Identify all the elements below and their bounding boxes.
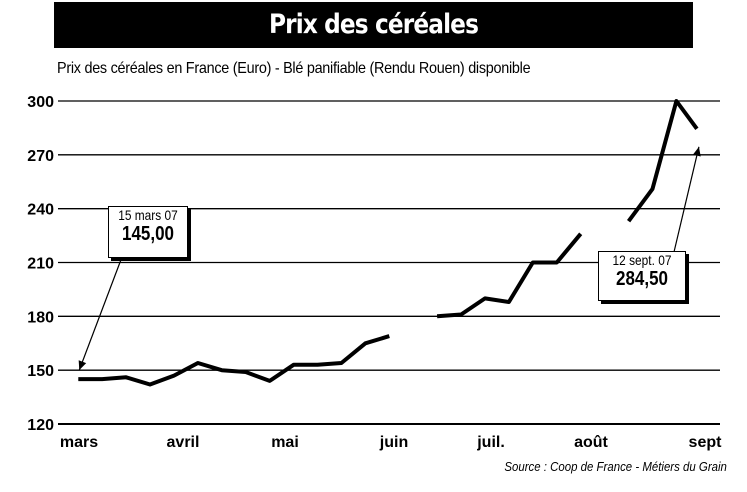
arrow-end-head (692, 146, 701, 157)
x-tick-label: mars (60, 434, 98, 451)
series-line (436, 232, 583, 319)
x-tick-label: mai (271, 434, 299, 451)
callout-end-value: 284,50 (615, 268, 668, 290)
y-tick-label: 180 (27, 309, 54, 326)
annotation-arrows (78, 146, 701, 371)
arrow-end (673, 146, 700, 253)
callout-end-date: 12 sept. 07 (612, 252, 672, 268)
y-tick-label: 240 (27, 202, 54, 219)
x-tick-label: avril (167, 434, 200, 451)
series-line (626, 99, 699, 223)
chart-subtitle: Prix des céréales en France (Euro) - Blé… (57, 60, 531, 77)
x-tick-label: sept (689, 434, 723, 451)
x-tick-label: juil. (476, 434, 505, 451)
callout-end: 12 sept. 07 284,50 (598, 251, 686, 301)
grid-lines (58, 100, 720, 425)
y-tick-label: 150 (27, 363, 54, 380)
arrow-start-head (78, 360, 87, 371)
callout-start-value: 145,00 (121, 223, 174, 245)
y-tick-label: 120 (27, 417, 54, 434)
y-tick-label: 270 (27, 148, 54, 165)
callout-start: 15 mars 07 145,00 (108, 206, 188, 258)
callout-start-date: 15 mars 07 (118, 207, 178, 223)
price-series (78, 99, 699, 387)
y-axis-ticks: 120 150 180 210 240 270 300 (27, 94, 54, 434)
chart-source: Source : Coop de France - Métiers du Gra… (504, 459, 727, 474)
x-tick-label: juin (379, 434, 408, 451)
y-tick-label: 210 (27, 256, 54, 273)
series-line (78, 334, 390, 387)
x-tick-label: août (574, 434, 608, 451)
x-axis-ticks: mars avril mai juin juil. août sept (60, 434, 722, 451)
y-tick-label: 300 (27, 94, 54, 111)
chart-title-banner: Prix des céréales (54, 2, 693, 48)
arrow-start (78, 256, 123, 371)
